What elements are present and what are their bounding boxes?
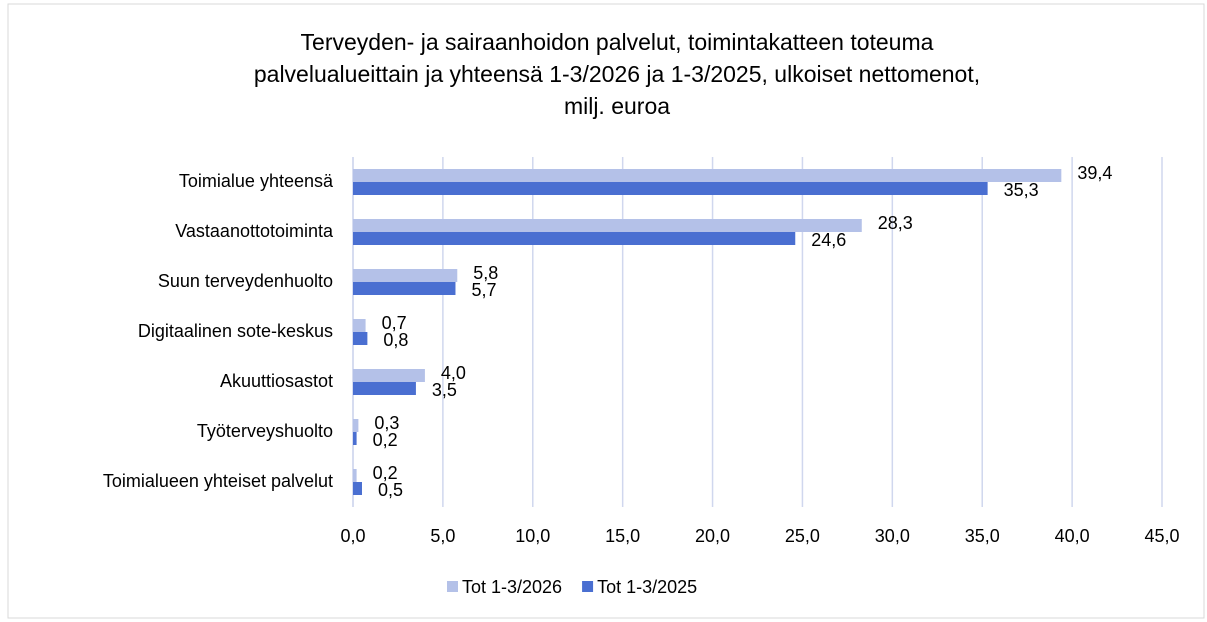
legend-label: Tot 1-3/2026 bbox=[462, 577, 562, 597]
data-label: 0,8 bbox=[383, 330, 408, 350]
x-tick-label: 5,0 bbox=[430, 526, 455, 546]
data-label: 0,5 bbox=[378, 480, 403, 500]
bar bbox=[353, 369, 425, 382]
y-tick-label: Toimialueen yhteiset palvelut bbox=[103, 471, 333, 491]
x-tick-label: 20,0 bbox=[695, 526, 730, 546]
bar bbox=[353, 469, 357, 482]
data-label: 39,4 bbox=[1077, 163, 1112, 183]
data-label: 0,2 bbox=[373, 463, 398, 483]
chart-title: milj. euroa bbox=[564, 93, 670, 119]
x-tick-label: 45,0 bbox=[1144, 526, 1179, 546]
bar bbox=[353, 219, 862, 232]
chart-frame bbox=[7, 3, 1205, 619]
bar bbox=[353, 319, 366, 332]
data-label: 24,6 bbox=[811, 230, 846, 250]
x-tick-label: 35,0 bbox=[965, 526, 1000, 546]
data-label: 5,8 bbox=[473, 263, 498, 283]
y-tick-label: Akuuttiosastot bbox=[220, 371, 333, 391]
bar bbox=[353, 432, 357, 445]
legend-swatch bbox=[582, 581, 594, 592]
x-tick-label: 40,0 bbox=[1055, 526, 1090, 546]
data-label: 0,2 bbox=[373, 430, 398, 450]
data-label: 0,7 bbox=[382, 313, 407, 333]
bar bbox=[353, 382, 416, 395]
bar bbox=[353, 482, 362, 495]
data-label: 0,3 bbox=[374, 413, 399, 433]
y-tick-label: Suun terveydenhuolto bbox=[158, 271, 333, 291]
bar bbox=[353, 419, 359, 432]
bar bbox=[353, 169, 1062, 182]
data-label: 35,3 bbox=[1004, 180, 1039, 200]
legend-label: Tot 1-3/2025 bbox=[597, 577, 697, 597]
bar bbox=[353, 332, 368, 345]
bar bbox=[353, 269, 458, 282]
y-tick-label: Vastaanottotoiminta bbox=[175, 221, 334, 241]
y-tick-label: Digitaalinen sote-keskus bbox=[138, 321, 333, 341]
data-label: 4,0 bbox=[441, 363, 466, 383]
data-label: 5,7 bbox=[471, 280, 496, 300]
bar bbox=[353, 182, 988, 195]
bar bbox=[353, 232, 796, 245]
chart-title: Terveyden- ja sairaanhoidon palvelut, to… bbox=[301, 29, 934, 55]
x-tick-label: 30,0 bbox=[875, 526, 910, 546]
x-tick-label: 10,0 bbox=[515, 526, 550, 546]
chart-title: palvelualueittain ja yhteensä 1-3/2026 j… bbox=[254, 61, 980, 87]
data-label: 3,5 bbox=[432, 380, 457, 400]
legend-swatch bbox=[447, 581, 458, 592]
x-tick-label: 0,0 bbox=[340, 526, 365, 546]
data-label: 28,3 bbox=[878, 213, 913, 233]
x-tick-label: 15,0 bbox=[605, 526, 640, 546]
x-tick-label: 25,0 bbox=[785, 526, 820, 546]
y-tick-label: Työterveyshuolto bbox=[197, 421, 333, 441]
y-tick-label: Toimialue yhteensä bbox=[179, 171, 334, 191]
bar bbox=[353, 282, 456, 295]
